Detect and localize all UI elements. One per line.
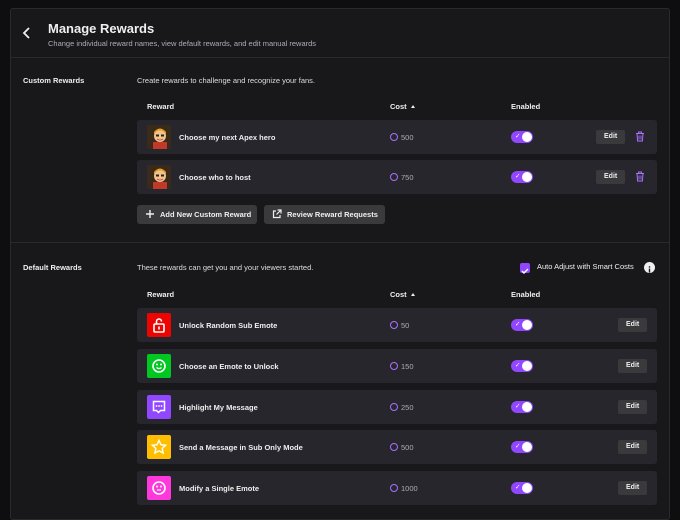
reward-enabled-toggle[interactable]: ✓ bbox=[511, 401, 533, 413]
reward-avatar-image bbox=[147, 165, 171, 189]
page-title: Manage Rewards bbox=[48, 21, 155, 36]
reward-name: Choose who to host bbox=[179, 173, 251, 182]
edit-reward-button[interactable]: Edit bbox=[596, 130, 626, 144]
info-icon[interactable] bbox=[644, 262, 655, 273]
unlock-icon bbox=[147, 313, 171, 337]
default-col-reward: Reward bbox=[147, 290, 175, 299]
default-col-cost[interactable]: Cost bbox=[390, 290, 415, 299]
plus-icon bbox=[146, 210, 154, 218]
check-icon: ✓ bbox=[515, 362, 521, 369]
check-icon: ✓ bbox=[515, 133, 521, 140]
default-reward-row: Modify a Single Emote 1000 ✓ Edit bbox=[137, 471, 657, 505]
reward-cost: 500 bbox=[390, 443, 414, 452]
channel-points-icon bbox=[390, 443, 398, 451]
review-reward-requests-button[interactable]: Review Reward Requests bbox=[264, 205, 385, 224]
default-reward-row: Choose an Emote to Unlock 150 ✓ Edit bbox=[137, 349, 657, 383]
manage-rewards-panel: Manage Rewards Change individual reward … bbox=[10, 8, 670, 520]
reward-avatar-image bbox=[147, 125, 171, 149]
reward-cost: 1000 bbox=[390, 484, 418, 493]
reward-enabled-toggle[interactable]: ✓ bbox=[511, 360, 533, 372]
default-reward-row: Highlight My Message 250 ✓ Edit bbox=[137, 390, 657, 424]
reward-enabled-toggle[interactable]: ✓ bbox=[511, 482, 533, 494]
reward-enabled-toggle[interactable]: ✓ bbox=[511, 319, 533, 331]
default-reward-row: Send a Message in Sub Only Mode 500 ✓ Ed… bbox=[137, 430, 657, 464]
channel-points-icon bbox=[390, 133, 398, 141]
section-divider bbox=[11, 242, 669, 243]
reward-enabled-toggle[interactable]: ✓ bbox=[511, 441, 533, 453]
reward-enabled-toggle[interactable]: ✓ bbox=[511, 131, 533, 143]
channel-points-icon bbox=[390, 484, 398, 492]
default-col-enabled: Enabled bbox=[511, 290, 541, 299]
reward-name: Choose my next Apex hero bbox=[179, 133, 276, 142]
check-icon: ✓ bbox=[515, 403, 521, 410]
external-link-icon bbox=[272, 209, 282, 219]
channel-points-icon bbox=[390, 362, 398, 370]
custom-col-enabled: Enabled bbox=[511, 102, 541, 111]
channel-points-icon bbox=[390, 321, 398, 329]
reward-name: Send a Message in Sub Only Mode bbox=[179, 443, 303, 452]
smile-icon bbox=[147, 354, 171, 378]
page-subtitle: Change individual reward names, view def… bbox=[48, 39, 317, 48]
default-rewards-description: These rewards can get you and your viewe… bbox=[137, 263, 314, 272]
reward-name: Unlock Random Sub Emote bbox=[179, 321, 278, 330]
reward-name: Highlight My Message bbox=[179, 403, 258, 412]
edit-reward-button[interactable]: Edit bbox=[618, 318, 648, 332]
edit-reward-button[interactable]: Edit bbox=[618, 440, 648, 454]
reward-cost: 500 bbox=[390, 133, 414, 142]
reward-enabled-toggle[interactable]: ✓ bbox=[511, 171, 533, 183]
star-icon bbox=[147, 435, 171, 459]
custom-rewards-label: Custom Rewards bbox=[23, 76, 85, 85]
back-arrow-icon[interactable] bbox=[21, 27, 33, 39]
sort-ascending-icon bbox=[410, 293, 415, 296]
reward-cost: 150 bbox=[390, 362, 414, 371]
default-rewards-label: Default Rewards bbox=[23, 263, 82, 272]
reward-cost: 750 bbox=[390, 173, 414, 182]
check-icon: ✓ bbox=[515, 443, 521, 450]
reward-name: Modify a Single Emote bbox=[179, 484, 260, 493]
custom-rewards-description: Create rewards to challenge and recogniz… bbox=[137, 76, 316, 85]
reward-name: Choose an Emote to Unlock bbox=[179, 362, 279, 371]
trash-icon[interactable] bbox=[635, 171, 645, 182]
auto-adjust-label: Auto Adjust with Smart Costs bbox=[537, 262, 634, 271]
emote-modify-icon bbox=[147, 476, 171, 500]
edit-reward-button[interactable]: Edit bbox=[618, 359, 648, 373]
check-icon bbox=[521, 268, 529, 274]
edit-reward-button[interactable]: Edit bbox=[618, 481, 648, 495]
edit-reward-button[interactable]: Edit bbox=[618, 400, 648, 414]
auto-adjust-checkbox[interactable] bbox=[520, 263, 530, 274]
default-reward-row: Unlock Random Sub Emote 50 ✓ Edit bbox=[137, 308, 657, 342]
check-icon: ✓ bbox=[515, 173, 521, 180]
add-custom-reward-button[interactable]: Add New Custom Reward bbox=[137, 205, 257, 224]
chat-highlight-icon bbox=[147, 395, 171, 419]
channel-points-icon bbox=[390, 173, 398, 181]
sort-ascending-icon bbox=[410, 105, 415, 108]
check-icon: ✓ bbox=[515, 484, 521, 491]
check-icon: ✓ bbox=[515, 321, 521, 328]
channel-points-icon bbox=[390, 403, 398, 411]
trash-icon[interactable] bbox=[635, 131, 645, 142]
custom-col-cost[interactable]: Cost bbox=[390, 102, 415, 111]
reward-cost: 250 bbox=[390, 403, 414, 412]
custom-col-reward: Reward bbox=[147, 102, 175, 111]
edit-reward-button[interactable]: Edit bbox=[596, 170, 626, 184]
page-header: Manage Rewards Change individual reward … bbox=[11, 9, 669, 58]
custom-reward-row: Choose who to host 750 ✓ Edit bbox=[137, 160, 657, 194]
custom-reward-row: Choose my next Apex hero 500 ✓ Edit bbox=[137, 120, 657, 154]
reward-cost: 50 bbox=[390, 321, 409, 330]
